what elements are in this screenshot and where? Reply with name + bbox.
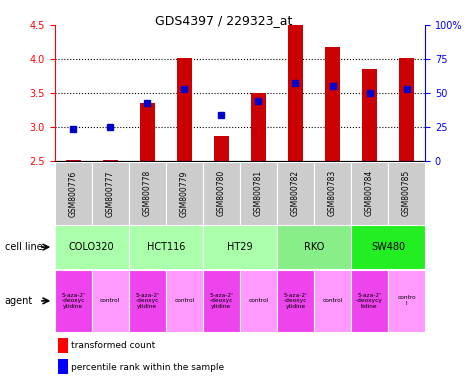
Text: control: control bbox=[100, 298, 120, 303]
Text: percentile rank within the sample: percentile rank within the sample bbox=[71, 362, 224, 372]
Text: cell line: cell line bbox=[5, 242, 42, 252]
Text: control: control bbox=[248, 298, 268, 303]
Bar bbox=[240, 270, 277, 332]
Bar bbox=[103, 160, 118, 161]
Text: 5-aza-2'
-deoxyc
ytidine: 5-aza-2' -deoxyc ytidine bbox=[61, 293, 85, 309]
Bar bbox=[240, 162, 277, 225]
Text: SW480: SW480 bbox=[371, 242, 405, 252]
Bar bbox=[277, 270, 314, 332]
Bar bbox=[277, 162, 314, 225]
Bar bbox=[351, 270, 388, 332]
Text: HCT116: HCT116 bbox=[147, 242, 185, 252]
Text: GSM800782: GSM800782 bbox=[291, 170, 300, 217]
Bar bbox=[166, 162, 203, 225]
Text: GSM800776: GSM800776 bbox=[69, 170, 77, 217]
Text: 5-aza-2'
-deoxyc
ytidine: 5-aza-2' -deoxyc ytidine bbox=[284, 293, 307, 309]
Bar bbox=[58, 359, 67, 374]
Bar bbox=[351, 162, 388, 225]
Bar bbox=[399, 58, 414, 161]
Bar bbox=[288, 24, 303, 161]
Text: GSM800779: GSM800779 bbox=[180, 170, 189, 217]
Bar bbox=[92, 270, 129, 332]
Text: RKO: RKO bbox=[304, 242, 324, 252]
Bar bbox=[140, 103, 155, 161]
Bar bbox=[351, 225, 425, 269]
Bar bbox=[55, 270, 92, 332]
Bar bbox=[55, 162, 92, 225]
Text: COLO320: COLO320 bbox=[69, 242, 114, 252]
Bar bbox=[251, 93, 266, 161]
Bar bbox=[277, 225, 351, 269]
Text: control: control bbox=[323, 298, 342, 303]
Bar bbox=[166, 270, 203, 332]
Bar bbox=[129, 162, 166, 225]
Text: contro
l: contro l bbox=[397, 295, 416, 306]
Text: 5-aza-2'
-deoxycy
tidine: 5-aza-2' -deoxycy tidine bbox=[356, 293, 383, 309]
Bar bbox=[58, 338, 67, 353]
Bar bbox=[203, 270, 240, 332]
Bar bbox=[66, 160, 81, 161]
Bar bbox=[55, 225, 129, 269]
Bar bbox=[362, 69, 377, 161]
Bar bbox=[129, 270, 166, 332]
Text: GSM800780: GSM800780 bbox=[217, 170, 226, 217]
Text: control: control bbox=[174, 298, 194, 303]
Bar bbox=[325, 47, 340, 161]
Text: GSM800777: GSM800777 bbox=[106, 170, 114, 217]
Bar bbox=[92, 162, 129, 225]
Text: GSM800783: GSM800783 bbox=[328, 170, 337, 217]
Text: GDS4397 / 229323_at: GDS4397 / 229323_at bbox=[154, 14, 292, 27]
Text: 5-aza-2'
-deoxyc
ytidine: 5-aza-2' -deoxyc ytidine bbox=[135, 293, 159, 309]
Bar bbox=[214, 136, 229, 161]
Bar bbox=[203, 162, 240, 225]
Text: GSM800785: GSM800785 bbox=[402, 170, 411, 217]
Bar bbox=[177, 58, 192, 161]
Bar bbox=[388, 270, 425, 332]
Text: agent: agent bbox=[5, 296, 33, 306]
Text: GSM800781: GSM800781 bbox=[254, 170, 263, 217]
Bar bbox=[203, 225, 277, 269]
Text: transformed count: transformed count bbox=[71, 341, 155, 351]
Text: HT29: HT29 bbox=[227, 242, 253, 252]
Bar bbox=[388, 162, 425, 225]
Bar bbox=[314, 270, 351, 332]
Bar bbox=[129, 225, 203, 269]
Text: GSM800778: GSM800778 bbox=[143, 170, 152, 217]
Text: 5-aza-2'
-deoxyc
ytidine: 5-aza-2' -deoxyc ytidine bbox=[209, 293, 233, 309]
Bar bbox=[314, 162, 351, 225]
Text: GSM800784: GSM800784 bbox=[365, 170, 374, 217]
